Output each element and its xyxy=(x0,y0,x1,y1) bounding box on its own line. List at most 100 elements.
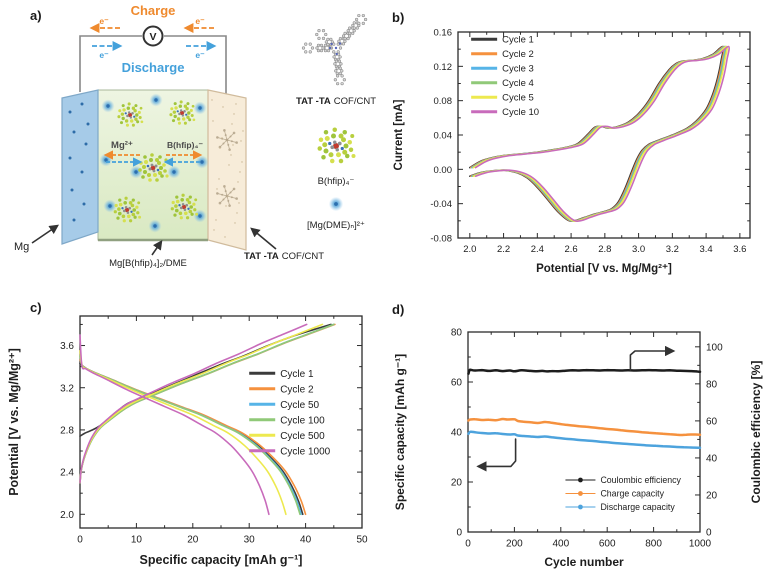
cof-structure-icon xyxy=(301,13,368,86)
series-line xyxy=(472,45,728,222)
right-axis-label: Coulombic efficiency [%] xyxy=(749,361,763,504)
panel-a-schematic: V Charge e⁻ e⁻ e⁻ e⁻ Discharge Mg²⁺ B(hf… xyxy=(0,0,388,294)
legend-cof-rest: COF/CNT xyxy=(334,96,376,107)
tick-label: 0 xyxy=(77,535,83,546)
tick-label: 10 xyxy=(131,535,143,546)
legend-label: Cycle 2 xyxy=(502,49,534,60)
cv-chart: 2.0 2.2 2.4 2.6 2.8 3.0 3.2 3.4 3.6 -0.08 -0.04 0.0… xyxy=(393,27,751,275)
battery-schematic: V Charge e⁻ e⁻ e⁻ e⁻ Discharge Mg²⁺ B(hf… xyxy=(14,3,376,269)
panel-d-cycling-chart: 0 200 400 600 800 1000 0 20 40 60 80 0 20 40 60 80 100 Cy… xyxy=(388,294,776,588)
tick-label: 0 xyxy=(456,528,462,539)
electron-label: e⁻ xyxy=(99,50,109,60)
tick-label: 50 xyxy=(356,535,368,546)
legend: Cycle 1 Cycle 2 Cycle 50 Cycle 100 Cycle 500… xyxy=(249,369,331,457)
gcd-chart: 0 10 20 30 40 50 2.0 2.4 2.8 3.2 3.6 Specific capac… xyxy=(7,315,368,567)
anode-name-label: Mg xyxy=(14,241,29,253)
tick-label: 600 xyxy=(599,539,616,550)
tick-label: 3.2 xyxy=(666,244,679,255)
legend: Coulombic efficiency Charge capacity Disch… xyxy=(565,475,682,512)
legend-label: Charge capacity xyxy=(600,489,664,499)
panel-b-cv-chart: 2.0 2.2 2.4 2.6 2.8 3.0 3.2 3.4 3.6 -0.08 -0.04 0.0… xyxy=(388,0,776,294)
tick-label: 20 xyxy=(187,535,199,546)
tick-label: 2.0 xyxy=(60,510,74,521)
axes: 0 10 20 30 40 50 2.0 2.4 2.8 3.2 3.6 Specific capac… xyxy=(7,315,368,567)
charge-label: Charge xyxy=(131,3,176,18)
cycling-chart: 0 200 400 600 800 1000020406080020406080100Cy… xyxy=(393,328,763,569)
series-line xyxy=(79,323,308,484)
cathode-name-label: TAT -TA COF/CNT xyxy=(244,251,324,262)
y-axis-label: Specific capacity [mAh g⁻¹] xyxy=(393,354,407,510)
legend-label: Cycle 5 xyxy=(502,93,534,104)
cof-cathode-plate xyxy=(207,89,247,251)
series xyxy=(467,345,702,472)
tick-label: 2.8 xyxy=(60,426,74,437)
legend-anion-label: B(hfip)₄⁻ xyxy=(318,176,355,187)
legend-label: Cycle 1 xyxy=(280,369,314,380)
tick-label: 2.2 xyxy=(497,244,510,255)
y-axis-label: Potential [V vs. Mg/Mg²⁺] xyxy=(7,348,21,496)
tick-label: -0.04 xyxy=(430,199,452,210)
electron-label: e⁻ xyxy=(195,50,205,60)
circuit-wire xyxy=(79,35,227,98)
tick-label: 0.12 xyxy=(434,62,453,73)
tick-label: 2.8 xyxy=(598,244,611,255)
tick-label: 0.08 xyxy=(434,96,453,107)
tick-label: 3.0 xyxy=(632,244,645,255)
tick-label: 2.0 xyxy=(463,244,476,255)
electrolyte-name-label: Mg[B(hfip)₄]₂/DME xyxy=(109,258,187,269)
tick-label: 2.4 xyxy=(531,244,544,255)
tick-label: 0 xyxy=(706,528,712,539)
cathode-name-bold: TAT -TA xyxy=(244,251,279,262)
legend-label: Cycle 500 xyxy=(280,431,325,442)
tick-label: 20 xyxy=(706,491,718,502)
legend-label: Cycle 50 xyxy=(280,400,319,411)
legend-cof-bold: TAT -TA xyxy=(296,96,331,107)
mg-ion-label: Mg²⁺ xyxy=(111,140,133,151)
voltmeter-label: V xyxy=(149,31,156,43)
tick-label: 2.4 xyxy=(60,468,74,479)
tick-label: 80 xyxy=(706,379,718,390)
tick-label: 3.2 xyxy=(60,383,74,394)
tick-label: 0.00 xyxy=(434,165,453,176)
tick-label: 60 xyxy=(706,416,718,427)
legend-cation-label: [Mg(DME)ₙ]²⁺ xyxy=(307,220,365,231)
solvated-ion-icon xyxy=(328,196,344,212)
y-axis-label: Current [mA] xyxy=(393,99,405,170)
electron-label: e⁻ xyxy=(99,16,109,26)
tick-label: 2.6 xyxy=(564,244,577,255)
voltmeter-icon xyxy=(142,25,164,47)
tick-label: 100 xyxy=(706,342,723,353)
legend-label: Cycle 3 xyxy=(502,64,534,75)
tick-label: 3.6 xyxy=(733,244,746,255)
solvated-mg-ions xyxy=(99,93,209,233)
anion-cluster-icon xyxy=(317,127,356,164)
panel-c-gcd-chart: 0 10 20 30 40 50 2.0 2.4 2.8 3.2 3.6 Specific capac… xyxy=(0,294,388,588)
series-line xyxy=(79,334,270,516)
legend-label: Cycle 1 xyxy=(502,35,534,46)
anode-pointer-arrow xyxy=(31,224,59,244)
anode-dots xyxy=(68,102,90,222)
x-axis-label: Cycle number xyxy=(544,555,624,569)
tick-label: 0.04 xyxy=(434,130,453,141)
x-axis-label: Specific capacity [mAh g⁻¹] xyxy=(140,553,303,567)
discharge-label: Discharge xyxy=(122,60,185,75)
cathode-pointer-arrow xyxy=(250,227,277,250)
legend: Cycle 1 Cycle 2 Cycle 3 Cycle 4 Cycle 5 Cycle… xyxy=(471,35,539,118)
series-line xyxy=(467,368,702,375)
tick-label: 80 xyxy=(451,328,463,339)
annotation-arrow xyxy=(629,345,676,371)
legend-cof-label: TAT -TA COF/CNT xyxy=(296,96,376,107)
legend-label: Discharge capacity xyxy=(600,502,675,512)
tick-label: 60 xyxy=(451,378,463,389)
legend-label: Cycle 1000 xyxy=(280,446,330,457)
tick-label: 30 xyxy=(244,535,256,546)
tick-label: 0.16 xyxy=(434,27,453,38)
anion-clusters xyxy=(113,100,199,223)
panel-b-label: b) xyxy=(392,10,405,25)
series-line xyxy=(467,417,702,437)
legend-label: Coulombic efficiency xyxy=(600,475,681,485)
tick-label: 40 xyxy=(300,535,312,546)
series-line xyxy=(467,430,702,450)
tick-label: 200 xyxy=(506,539,523,550)
